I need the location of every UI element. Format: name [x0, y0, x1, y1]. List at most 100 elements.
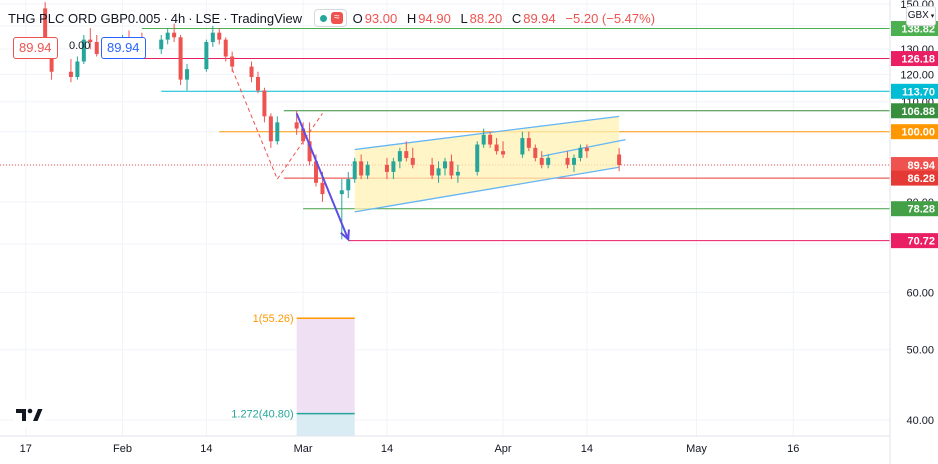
candle-body — [539, 157, 544, 165]
candle-body — [546, 157, 551, 165]
level-tag-text: 86.28 — [907, 173, 935, 185]
level-tag-text: 126.18 — [901, 54, 935, 66]
candle-body — [410, 157, 415, 165]
candle-body — [436, 168, 441, 176]
y-tick-label: 40.00 — [906, 415, 934, 427]
tradingview-logo-icon[interactable] — [12, 400, 46, 428]
candle-body — [449, 161, 454, 176]
level-tag-text: 113.70 — [902, 86, 935, 98]
level-tag-bg — [891, 201, 938, 217]
wave-icon: ≈ — [331, 12, 343, 24]
x-tick-label: Apr — [494, 443, 511, 455]
candle-body — [520, 138, 525, 155]
channel-mid-line — [541, 139, 626, 157]
symbol-name[interactable]: THG PLC ORD GBP0.005 — [8, 10, 161, 26]
level-tag-text: 78.28 — [907, 204, 935, 216]
level-tag-bg — [891, 233, 938, 249]
sell-price-button[interactable]: 89.94 — [13, 37, 58, 59]
price-axis-tags: 138.82 126.18 113.70 106.88 100.00 78.28 70.72… — [891, 21, 938, 249]
y-tick-label: 50.00 — [906, 345, 934, 357]
candle-body — [346, 179, 351, 191]
x-tick-label: 17 — [20, 443, 32, 455]
high-label: H — [406, 10, 417, 26]
y-tick-label: 60.00 — [906, 287, 934, 299]
current-price-tag-text: 89.94 — [907, 160, 935, 172]
candle-body — [384, 164, 389, 172]
candle-body — [43, 8, 48, 45]
high-value: 94.90 — [418, 10, 451, 26]
level-tag-bg — [891, 170, 938, 186]
fib-zone-upper — [296, 318, 355, 414]
candle-body — [165, 32, 170, 40]
ohlc-readout: O 93.00 H 94.90 L 88.20 C 89.94 −5.20 (−5.47… — [353, 11, 661, 26]
low-label: L — [460, 10, 468, 26]
candle-body — [339, 190, 344, 195]
candle-body — [533, 147, 538, 158]
spread-value: 0.00 — [69, 40, 91, 52]
candle-body — [571, 157, 576, 165]
candle-body — [88, 39, 93, 42]
data-source: TradingView — [230, 10, 303, 26]
candle-body — [68, 71, 73, 77]
y-tick-label: 120.00 — [900, 69, 934, 81]
level-tag-bg — [891, 103, 938, 119]
candle-body — [314, 161, 319, 183]
candle-body — [230, 56, 235, 67]
candle-series — [43, 2, 622, 240]
level-tag-text: 70.72 — [907, 236, 935, 248]
candle-body — [223, 39, 228, 57]
channel-fill — [354, 116, 620, 212]
candle-body — [301, 128, 306, 142]
market-status-toggle[interactable]: ≈ — [314, 9, 347, 27]
candle-body — [75, 61, 80, 77]
candle-body — [397, 151, 402, 162]
open-label: O — [352, 10, 363, 26]
candle-body — [617, 154, 622, 166]
candle-body — [565, 157, 570, 165]
x-tick-label: 14 — [581, 443, 593, 455]
open-value: 93.00 — [364, 10, 398, 26]
arrow-shaft — [295, 112, 350, 240]
candle-body — [294, 122, 299, 129]
candle-body — [249, 66, 254, 77]
candle-body — [320, 182, 325, 195]
candle-body — [178, 37, 183, 80]
change-value: −5.20 (−5.47%) — [565, 10, 656, 26]
candle-body — [359, 161, 364, 176]
candle-body — [501, 151, 506, 155]
candle-body — [185, 69, 190, 80]
buy-price-button[interactable]: 89.94 — [101, 37, 146, 59]
currency-selector[interactable]: GBX ▾ — [906, 6, 936, 26]
candle-body — [475, 144, 480, 172]
level-tag-bg — [891, 51, 938, 67]
candle-body — [391, 161, 396, 172]
close-value: 89.94 — [523, 10, 556, 26]
candle-body — [481, 134, 486, 145]
ascending-channel — [354, 115, 626, 213]
candle-body — [307, 141, 312, 162]
candle-body — [352, 161, 357, 180]
candle-body — [365, 164, 370, 176]
level-tag-text: 138.82 — [901, 24, 935, 36]
candle-body — [526, 138, 531, 148]
candle-body — [430, 164, 435, 176]
candle-body — [159, 39, 164, 50]
level-tag-bg — [891, 83, 938, 99]
interval[interactable]: 4h — [170, 10, 186, 26]
x-tick-label: 14 — [200, 443, 212, 455]
exchange: LSE — [195, 10, 221, 26]
candle-body — [275, 122, 280, 142]
candle-body — [488, 134, 493, 145]
low-value: 88.20 — [469, 10, 503, 26]
x-tick-label: Mar — [294, 443, 313, 455]
level-tag-text: 106.88 — [901, 106, 935, 118]
fib-extension-zone: 1(55.26) 1.272(40.80) — [231, 313, 355, 436]
x-tick-label: May — [686, 443, 707, 455]
time-axis[interactable]: 17 Feb 14 Mar 14 Apr 14 May 16 — [20, 443, 800, 455]
candle-body — [255, 76, 260, 91]
candle-body — [217, 32, 222, 40]
projection-arrow — [295, 112, 350, 242]
fib-zone-lower — [296, 413, 355, 436]
candle-body — [404, 151, 409, 158]
